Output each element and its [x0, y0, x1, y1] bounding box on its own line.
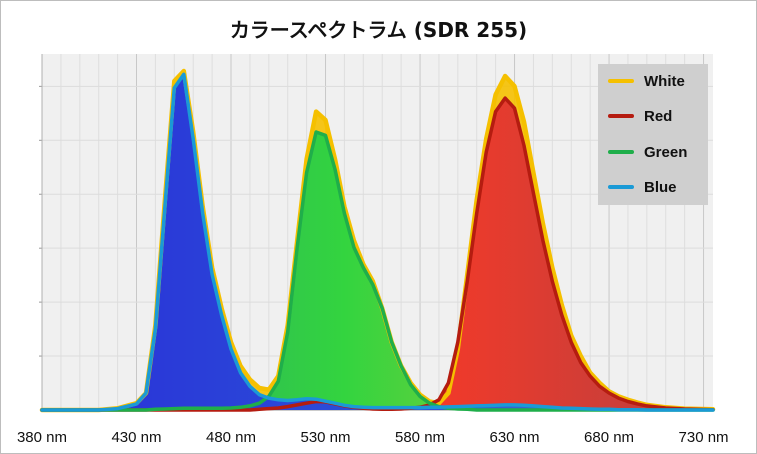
legend-item-red: Red [608, 106, 672, 126]
legend-label-red: Red [644, 107, 673, 125]
x-tick-label: 580 nm [395, 429, 445, 446]
legend-item-green: Green [608, 142, 687, 162]
x-tick-label: 630 nm [490, 429, 540, 446]
legend-swatch-white [608, 79, 634, 83]
area-green [42, 132, 713, 410]
legend-swatch-green [608, 150, 634, 154]
x-tick-label: 430 nm [111, 429, 161, 446]
area-red [42, 98, 713, 410]
x-tick-label: 480 nm [206, 429, 256, 446]
legend: White Red Green Blue [598, 64, 708, 205]
chart-title: カラースペクトラム (SDR 255) [229, 18, 528, 42]
x-tick-label: 530 nm [300, 429, 350, 446]
legend-label-white: White [644, 72, 685, 90]
x-tick-label: 680 nm [584, 429, 634, 446]
legend-swatch-red [608, 114, 634, 118]
legend-label-blue: Blue [644, 178, 677, 196]
legend-item-white: White [608, 71, 685, 91]
line-blue [40, 72, 715, 412]
legend-item-blue: Blue [608, 177, 677, 197]
legend-label-green: Green [644, 143, 688, 161]
legend-swatch-blue [608, 185, 634, 189]
area-blue [42, 74, 713, 411]
x-tick-label: 730 nm [679, 429, 729, 446]
x-tick-label: 380 nm [17, 429, 67, 446]
